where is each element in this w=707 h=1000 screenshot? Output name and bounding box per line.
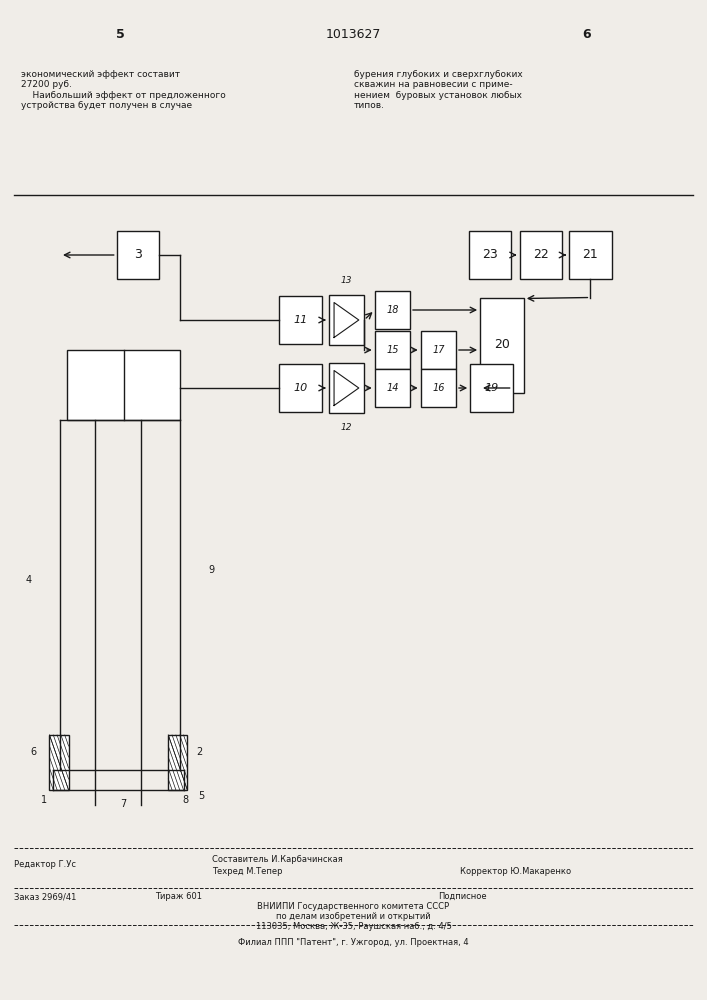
- Bar: [67, 350, 180, 420]
- Text: 10: 10: [293, 383, 308, 393]
- Text: 1: 1: [41, 795, 47, 805]
- Bar: [279, 364, 322, 412]
- Bar: [117, 231, 159, 279]
- Text: 21: 21: [583, 248, 598, 261]
- Text: Редактор Г.Ус: Редактор Г.Ус: [14, 860, 76, 869]
- Text: ВНИИПИ Государственного комитета СССР: ВНИИПИ Государственного комитета СССР: [257, 902, 450, 911]
- Bar: [375, 331, 410, 369]
- Bar: [375, 291, 410, 329]
- Bar: [279, 296, 322, 344]
- Text: 13: 13: [341, 276, 352, 285]
- Text: 23: 23: [482, 248, 498, 261]
- Text: 12: 12: [341, 423, 352, 432]
- Bar: [375, 369, 410, 407]
- Text: 5: 5: [198, 791, 204, 801]
- Text: Составитель И.Карбачинская: Составитель И.Карбачинская: [212, 855, 343, 864]
- Text: 16: 16: [432, 383, 445, 393]
- Text: экономический эффект составит
27200 руб.
    Наибольший эффект от предложенного
: экономический эффект составит 27200 руб.…: [21, 70, 226, 110]
- Text: 22: 22: [533, 248, 549, 261]
- Text: 9: 9: [209, 565, 215, 575]
- Text: 6: 6: [583, 28, 591, 41]
- Bar: [49, 735, 69, 790]
- Text: 20: 20: [494, 338, 510, 352]
- Bar: [469, 231, 511, 279]
- Text: 14: 14: [386, 383, 399, 393]
- Text: бурения глубоких и сверхглубоких
скважин на равновесии с приме-
нением  буровых : бурения глубоких и сверхглубоких скважин…: [354, 70, 522, 110]
- Text: Заказ 2969/41: Заказ 2969/41: [14, 892, 76, 901]
- Bar: [421, 331, 456, 369]
- Text: 17: 17: [432, 345, 445, 355]
- Bar: [520, 231, 562, 279]
- Bar: [470, 364, 513, 412]
- Text: Филиал ППП "Патент", г. Ужгород, ул. Проектная, 4: Филиал ППП "Патент", г. Ужгород, ул. Про…: [238, 938, 469, 947]
- Text: 15: 15: [386, 345, 399, 355]
- Text: 4: 4: [25, 575, 31, 585]
- Text: Корректор Ю.Макаренко: Корректор Ю.Макаренко: [460, 867, 571, 876]
- Text: по делам изобретений и открытий: по делам изобретений и открытий: [276, 912, 431, 921]
- Text: 2: 2: [197, 747, 203, 757]
- Text: Тираж 601: Тираж 601: [156, 892, 202, 901]
- Bar: [168, 735, 187, 790]
- Text: 7: 7: [121, 799, 127, 809]
- Bar: [480, 298, 524, 392]
- Text: 19: 19: [484, 383, 498, 393]
- Bar: [329, 295, 364, 345]
- Text: 5: 5: [116, 28, 124, 41]
- Bar: [569, 231, 612, 279]
- Text: 113035, Москва, Ж-35, Раушская наб., д. 4/5: 113035, Москва, Ж-35, Раушская наб., д. …: [255, 922, 452, 931]
- Text: Техред М.Тепер: Техред М.Тепер: [212, 867, 283, 876]
- Text: 11: 11: [293, 315, 308, 325]
- Text: 3: 3: [134, 248, 142, 261]
- Bar: [421, 369, 456, 407]
- Text: 1013627: 1013627: [326, 28, 381, 41]
- Text: 18: 18: [386, 305, 399, 315]
- Text: Подписное: Подписное: [438, 892, 487, 901]
- Bar: [329, 363, 364, 413]
- Text: 6: 6: [30, 747, 37, 757]
- Text: 8: 8: [182, 795, 189, 805]
